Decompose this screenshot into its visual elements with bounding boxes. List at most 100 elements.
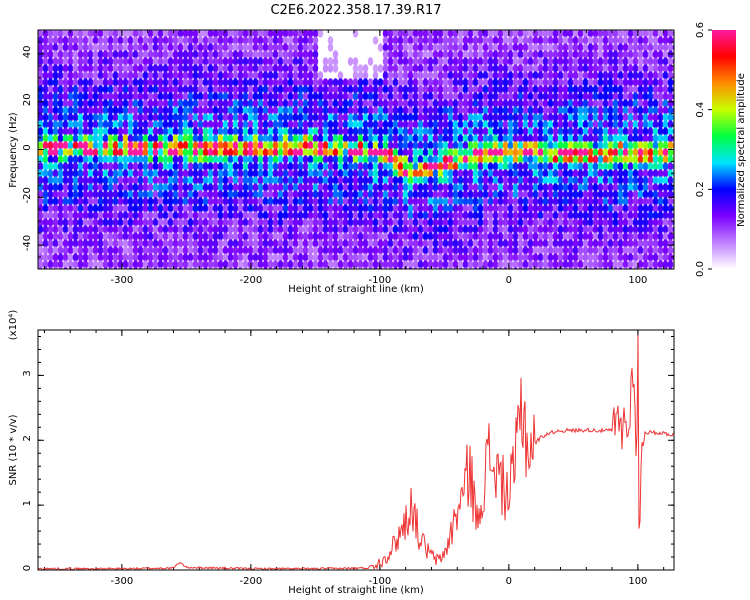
spectrogram-cell [262, 92, 269, 101]
spectrogram-cell [437, 127, 444, 136]
spectrogram-cell [467, 92, 474, 101]
spectrogram-cell [497, 239, 504, 248]
spectrogram-cell [242, 232, 249, 241]
spectrogram-cell [497, 253, 504, 262]
spectrogram-cell [102, 113, 109, 122]
spectrogram-cell [612, 204, 619, 213]
spectrogram-cell [642, 204, 649, 213]
spectrogram-cell [517, 190, 524, 199]
spectrogram-cell [207, 253, 214, 262]
spectrogram-cell [422, 232, 429, 241]
spectrogram-cell [217, 197, 224, 206]
spectrogram-cell [377, 78, 384, 87]
spectrogram-cell [377, 239, 384, 248]
spectrogram-cell [327, 190, 334, 199]
spectrogram-cell [257, 106, 264, 115]
spectrogram-cell [647, 50, 654, 59]
spectrogram-cell [427, 99, 434, 108]
spectrogram-cell [127, 57, 134, 66]
spectrogram-cell [262, 85, 269, 94]
spectrogram-cell [537, 225, 544, 234]
spectrogram-cell [137, 260, 144, 269]
spectrogram-cell [482, 36, 489, 45]
spectrogram-cell [502, 71, 509, 80]
spectrogram-cell [197, 134, 204, 143]
spectrogram-cell [442, 85, 449, 94]
spectrogram-cell [427, 134, 434, 143]
spectrogram-cell [592, 99, 599, 108]
spectrogram-cell [67, 30, 74, 38]
spectrogram-cell [162, 127, 169, 136]
spectrogram-cell [277, 253, 284, 262]
spectrogram-cell [602, 211, 609, 220]
spectrogram-cell [457, 85, 464, 94]
spectrogram-cell [362, 204, 369, 213]
spectrogram-cell [247, 43, 254, 52]
spectrogram-cell [47, 169, 54, 178]
spectrogram-cell [462, 183, 469, 192]
spectrogram-cell [412, 78, 419, 87]
spectrogram-cell [38, 260, 44, 269]
spectrogram-cell [172, 155, 179, 164]
y-tick-label: 1 [22, 500, 33, 506]
spectrogram-cell [547, 211, 554, 220]
spectrogram-cell [142, 71, 149, 80]
spectrogram-cell [237, 239, 244, 248]
spectrogram-cell [552, 99, 559, 108]
spectrogram-cell [472, 120, 479, 129]
spectrogram-cell [382, 246, 389, 255]
spectrogram-cell [77, 127, 84, 136]
spectrogram-cell [562, 71, 569, 80]
spectrogram-cell [167, 64, 174, 73]
spectrogram-cell [642, 113, 649, 122]
spectrogram-cell [427, 64, 434, 73]
spectrogram-cell [312, 99, 319, 108]
spectrogram-cell [137, 239, 144, 248]
spectrogram-cell [252, 99, 259, 108]
x-tick-label: -200 [240, 275, 263, 286]
spectrogram-cell [157, 162, 164, 171]
spectrogram-cell [192, 71, 199, 80]
spectrogram-cell [172, 246, 179, 255]
spectrogram-cell [82, 106, 89, 115]
spectrogram-cell [122, 43, 129, 52]
spectrogram-cell [302, 127, 309, 136]
spectrogram-cell [382, 239, 389, 248]
spectrogram-cell [422, 197, 429, 206]
spectrogram-cell [87, 120, 94, 129]
spectrogram-cell [667, 50, 674, 59]
spectrogram-cell [492, 127, 499, 136]
spectrogram-cell [227, 239, 234, 248]
spectrogram-cell [587, 127, 594, 136]
spectrogram-cell [497, 246, 504, 255]
spectrogram-cell [557, 141, 564, 150]
spectrogram-cell [432, 162, 439, 171]
spectrogram-cell [412, 43, 419, 52]
spectrogram-cell [527, 85, 534, 94]
spectrogram-cell [227, 253, 234, 262]
spectrogram-cell [112, 225, 119, 234]
spectrogram-cell [402, 211, 409, 220]
spectrogram-cell [647, 246, 654, 255]
spectrogram-cell [207, 85, 214, 94]
spectrogram-cell [162, 260, 169, 269]
spectrogram-cell [352, 176, 359, 185]
spectrogram-cell [442, 232, 449, 241]
spectrogram-cell [382, 218, 389, 227]
spectrogram-cell [372, 64, 379, 73]
spectrogram-cell [182, 92, 189, 101]
spectrogram-cell [242, 176, 249, 185]
spectrogram-cell [442, 176, 449, 185]
spectrogram-cell [492, 134, 499, 143]
spectrogram-cell [122, 78, 129, 87]
spectrogram-cell [222, 113, 229, 122]
spectrogram-cell [387, 260, 394, 269]
spectrogram-cell [77, 183, 84, 192]
spectrogram-cell [38, 113, 44, 122]
spectrogram-cell [92, 106, 99, 115]
spectrogram-cell [337, 155, 344, 164]
spectrogram-cell [277, 71, 284, 80]
spectrogram-cell [297, 64, 304, 73]
spectrogram-cell [457, 197, 464, 206]
spectrogram-cell [197, 113, 204, 122]
